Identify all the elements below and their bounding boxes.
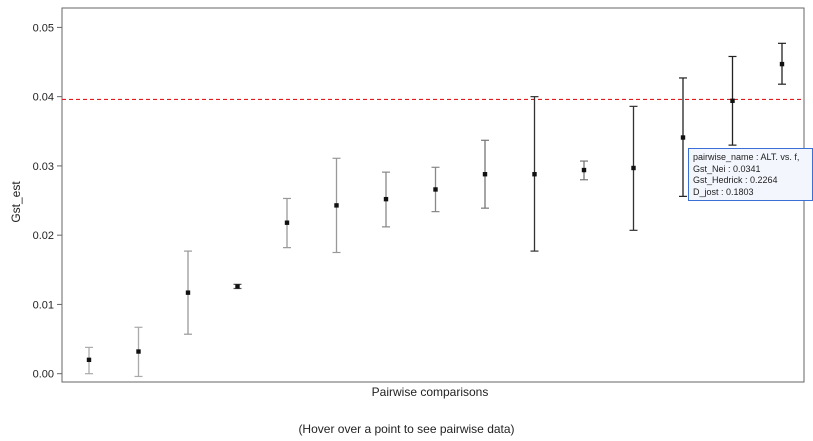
data-point[interactable] — [433, 187, 438, 192]
data-point-group[interactable] — [481, 139, 489, 209]
data-point-group[interactable] — [580, 160, 588, 181]
tooltip-gst-hedrick: Gst_Hedrick : 0.2264 — [693, 175, 778, 185]
y-tick-label: 0.05 — [33, 22, 54, 34]
data-point[interactable] — [532, 172, 537, 177]
y-tick-label: 0.01 — [33, 299, 54, 311]
data-point[interactable] — [680, 135, 686, 140]
data-point-group[interactable] — [679, 77, 687, 197]
y-axis-title: Gst_est — [9, 181, 23, 223]
data-point[interactable] — [86, 357, 92, 363]
data-point-group[interactable] — [382, 171, 390, 228]
data-point-group[interactable] — [530, 96, 539, 252]
y-axis: 0.00 0.01 0.02 0.03 0.04 0.05 — [33, 22, 62, 381]
data-point[interactable] — [334, 203, 339, 208]
data-point-group[interactable] — [728, 55, 737, 146]
hover-hint: (Hover over a point to see pairwise data… — [298, 422, 515, 436]
data-point-group[interactable] — [629, 105, 638, 231]
data-point-group[interactable] — [778, 42, 786, 85]
tooltip-d-jost: D_jost : 0.1803 — [693, 186, 754, 197]
tooltip-pairwise-name: pairwise_name : ALT. vs. f, — [693, 152, 800, 162]
data-point-group[interactable] — [85, 346, 93, 375]
data-point[interactable] — [631, 165, 636, 171]
data-point[interactable] — [730, 98, 735, 104]
data-point[interactable] — [235, 284, 240, 289]
y-tick-label: 0.03 — [33, 161, 54, 173]
y-tick-label: 0.00 — [33, 369, 54, 381]
data-point-group[interactable] — [233, 283, 242, 290]
data-point-group[interactable] — [134, 326, 143, 378]
data-point-group[interactable] — [283, 197, 291, 249]
x-axis-title: Pairwise comparisons — [372, 385, 489, 399]
data-point[interactable] — [284, 220, 290, 225]
data-point-group[interactable] — [332, 157, 341, 254]
data-point[interactable] — [779, 61, 785, 67]
data-point[interactable] — [185, 290, 191, 295]
data-points[interactable] — [85, 42, 786, 378]
data-point[interactable] — [482, 172, 488, 177]
data-point[interactable] — [136, 349, 141, 354]
y-tick-label: 0.02 — [33, 230, 54, 242]
data-point-group[interactable] — [431, 166, 440, 213]
y-tick-label: 0.04 — [33, 92, 54, 104]
data-point-group[interactable] — [184, 250, 192, 335]
tooltip-gst-nei: Gst_Nei : 0.0341 — [693, 163, 761, 174]
pairwise-tooltip: pairwise_name : ALT. vs. f, Gst_Nei : 0.… — [688, 148, 813, 201]
data-point[interactable] — [581, 167, 587, 173]
data-point[interactable] — [383, 196, 389, 202]
